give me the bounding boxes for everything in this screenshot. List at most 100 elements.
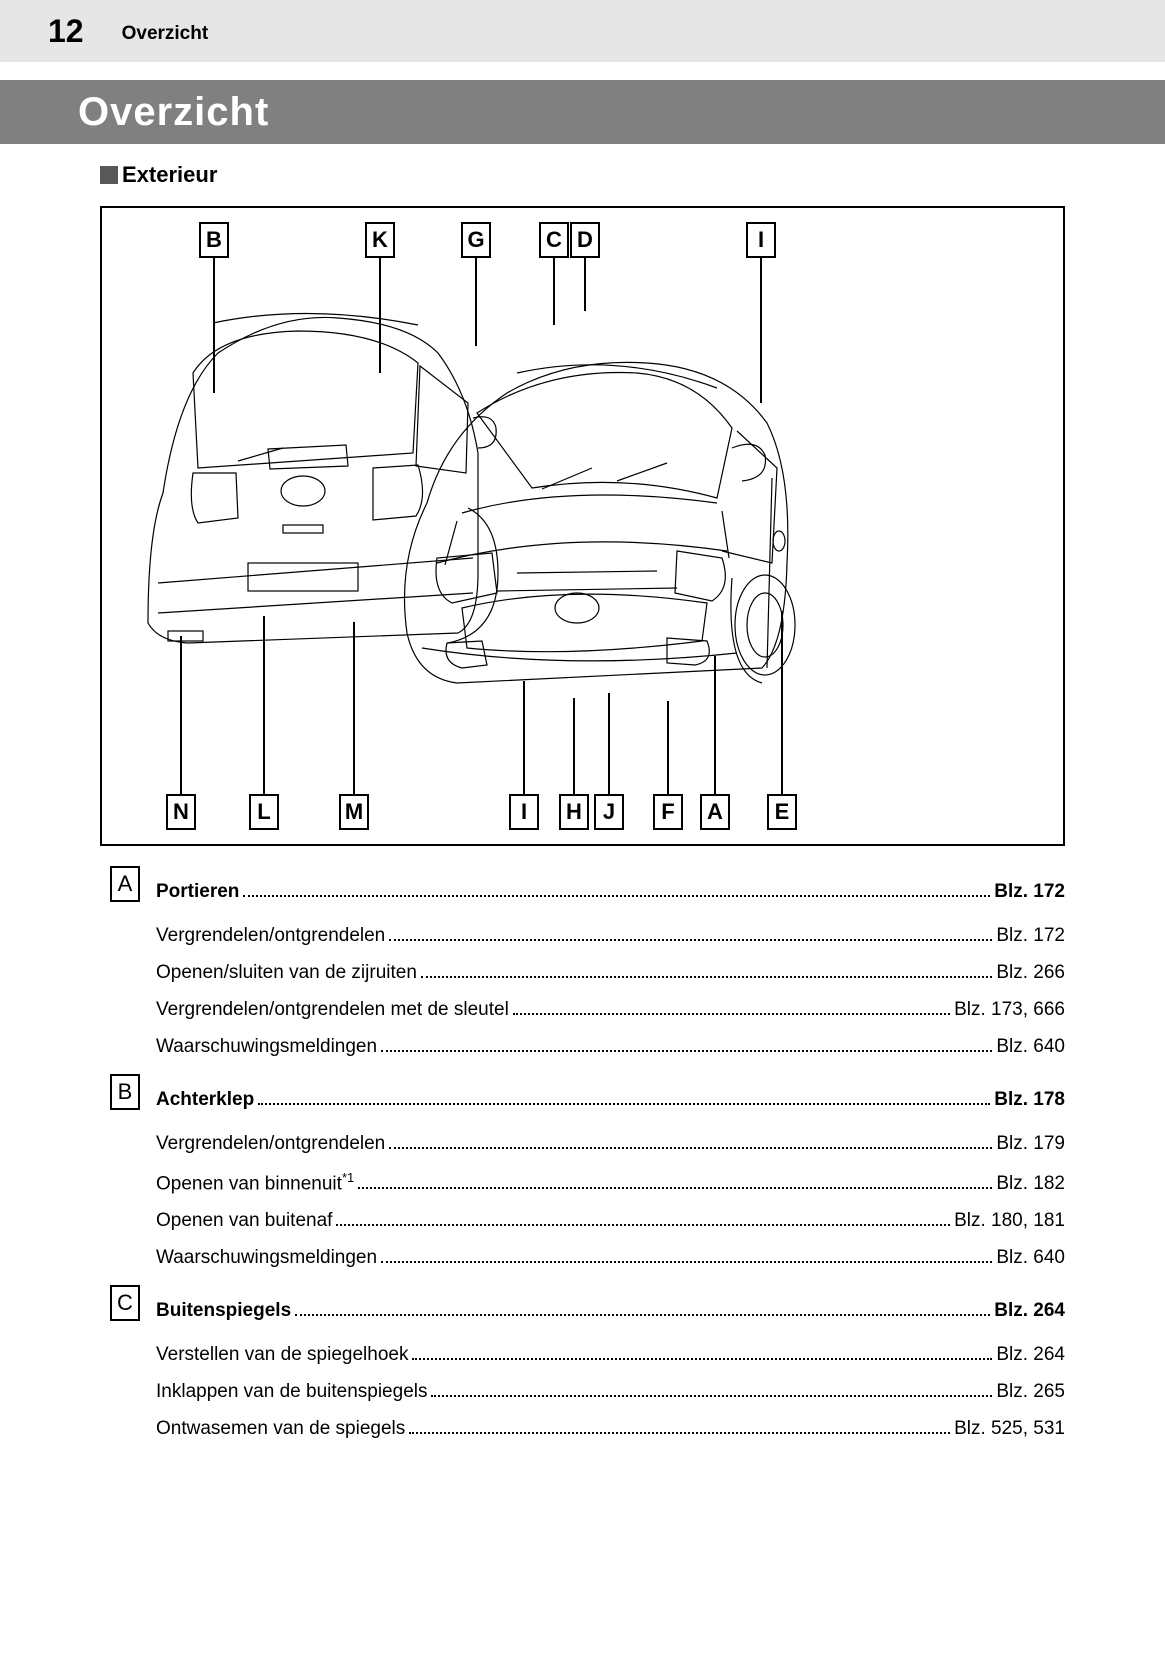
toc-sub-row: Vergrendelen/ontgrendelen Blz. 172	[110, 925, 1065, 947]
header-section-title: Overzicht	[122, 23, 209, 45]
toc-letter-box: A	[110, 866, 140, 902]
toc-page-ref: Blz. 172	[996, 925, 1065, 947]
toc-leader-dots	[258, 1103, 990, 1105]
toc-leader-dots	[381, 1261, 992, 1263]
callout-leader	[475, 258, 477, 346]
toc-page-ref: Blz. 173, 666	[954, 999, 1065, 1021]
callout-label: E	[767, 794, 797, 830]
callout-leader	[667, 701, 669, 794]
page-title: Overzicht	[78, 90, 269, 135]
callout-leader	[781, 611, 783, 794]
callout-label: L	[249, 794, 279, 830]
toc-leader-dots	[243, 895, 990, 897]
callout-label: H	[559, 794, 589, 830]
toc-sub-text: Vergrendelen/ontgrendelen	[156, 925, 385, 947]
toc-leader-dots	[412, 1358, 992, 1360]
toc-leader-dots	[336, 1224, 950, 1226]
toc-sub-row: Openen van buitenaf Blz. 180, 181	[110, 1210, 1065, 1232]
callout-leader	[180, 636, 182, 794]
toc-main-row: CBuitenspiegels Blz. 264	[110, 1291, 1065, 1327]
toc-sub-text: Openen/sluiten van de zijruiten	[156, 962, 417, 984]
toc-sub-text: Verstellen van de spiegelhoek	[156, 1344, 408, 1366]
callout-leader	[263, 616, 265, 794]
page-header: 12 Overzicht	[0, 0, 1165, 62]
toc-sub-text: Vergrendelen/ontgrendelen met de sleutel	[156, 999, 509, 1021]
footnote-ref: *1	[342, 1170, 354, 1185]
callout-label: B	[199, 222, 229, 258]
toc-main-text: Buitenspiegels	[156, 1300, 291, 1322]
toc-leader-dots	[513, 1013, 950, 1015]
toc-sub-text: Waarschuwingsmeldingen	[156, 1036, 377, 1058]
title-bar: Overzicht	[0, 80, 1165, 144]
toc-leader-dots	[389, 939, 992, 941]
toc-main-text: Portieren	[156, 881, 239, 903]
callout-leader	[553, 258, 555, 325]
toc-page-ref: Blz. 180, 181	[954, 1210, 1065, 1232]
callout-label: A	[700, 794, 730, 830]
toc-group: APortieren Blz. 172 Vergrendelen/ontgrend…	[110, 872, 1065, 1058]
callout-label: N	[166, 794, 196, 830]
toc-leader-dots	[381, 1050, 992, 1052]
toc-letter-box: C	[110, 1285, 140, 1321]
toc-main-row: BAchterklep Blz. 178	[110, 1080, 1065, 1116]
exterior-diagram: BKGCDINLMIHJFAE	[100, 206, 1065, 846]
toc-sub-row: Waarschuwingsmeldingen Blz. 640	[110, 1036, 1065, 1058]
callout-leader	[379, 258, 381, 373]
callout-leader	[353, 622, 355, 794]
toc-main-text: Achterklep	[156, 1089, 254, 1111]
toc-page-ref: Blz. 640	[996, 1247, 1065, 1269]
toc-sub-row: Vergrendelen/ontgrendelen met de sleutel…	[110, 999, 1065, 1021]
page-number: 12	[48, 13, 84, 50]
toc-leader-dots	[431, 1395, 992, 1397]
toc-page-ref: Blz. 264	[994, 1300, 1065, 1322]
toc-sub-text: Ontwasemen van de spiegels	[156, 1418, 405, 1440]
callout-leader	[608, 693, 610, 794]
subsection-heading: Exterieur	[100, 162, 1165, 188]
callout-label: F	[653, 794, 683, 830]
subsection-title: Exterieur	[122, 162, 217, 188]
callout-leader	[213, 258, 215, 393]
toc-sub-row: Openen van binnenuit*1 Blz. 182	[110, 1170, 1065, 1195]
callout-label: G	[461, 222, 491, 258]
toc-group: BAchterklep Blz. 178 Vergrendelen/ontgren…	[110, 1080, 1065, 1269]
toc-sub-text: Vergrendelen/ontgrendelen	[156, 1133, 385, 1155]
toc-page-ref: Blz. 182	[996, 1173, 1065, 1195]
toc-sub-row: Ontwasemen van de spiegels Blz. 525, 531	[110, 1418, 1065, 1440]
toc-page-ref: Blz. 179	[996, 1133, 1065, 1155]
toc-page-ref: Blz. 525, 531	[954, 1418, 1065, 1440]
toc-main-row: APortieren Blz. 172	[110, 872, 1065, 908]
table-of-contents: APortieren Blz. 172 Vergrendelen/ontgrend…	[110, 872, 1065, 1440]
callout-leader	[714, 656, 716, 794]
toc-page-ref: Blz. 264	[996, 1344, 1065, 1366]
toc-leader-dots	[295, 1314, 990, 1316]
toc-page-ref: Blz. 640	[996, 1036, 1065, 1058]
toc-sub-text: Openen van binnenuit*1	[156, 1170, 354, 1195]
toc-leader-dots	[358, 1187, 992, 1189]
toc-leader-dots	[389, 1147, 992, 1149]
toc-leader-dots	[421, 976, 992, 978]
callout-leader	[584, 258, 586, 311]
callout-leader	[760, 258, 762, 403]
toc-sub-row: Inklappen van de buitenspiegels Blz. 265	[110, 1381, 1065, 1403]
callout-leader	[573, 698, 575, 794]
toc-page-ref: Blz. 172	[994, 881, 1065, 903]
callout-label: M	[339, 794, 369, 830]
toc-page-ref: Blz. 265	[996, 1381, 1065, 1403]
toc-sub-row: Waarschuwingsmeldingen Blz. 640	[110, 1247, 1065, 1269]
toc-page-ref: Blz. 178	[994, 1089, 1065, 1111]
toc-sub-row: Openen/sluiten van de zijruiten Blz. 266	[110, 962, 1065, 984]
callout-label: J	[594, 794, 624, 830]
toc-sub-text: Openen van buitenaf	[156, 1210, 332, 1232]
toc-sub-text: Waarschuwingsmeldingen	[156, 1247, 377, 1269]
toc-leader-dots	[409, 1432, 950, 1434]
callout-label: I	[509, 794, 539, 830]
toc-page-ref: Blz. 266	[996, 962, 1065, 984]
callout-label: D	[570, 222, 600, 258]
toc-letter-box: B	[110, 1074, 140, 1110]
toc-sub-text: Inklappen van de buitenspiegels	[156, 1381, 427, 1403]
callout-label: C	[539, 222, 569, 258]
section-marker-icon	[100, 166, 118, 184]
callout-leader	[523, 681, 525, 794]
toc-sub-row: Verstellen van de spiegelhoek Blz. 264	[110, 1344, 1065, 1366]
toc-sub-row: Vergrendelen/ontgrendelen Blz. 179	[110, 1133, 1065, 1155]
